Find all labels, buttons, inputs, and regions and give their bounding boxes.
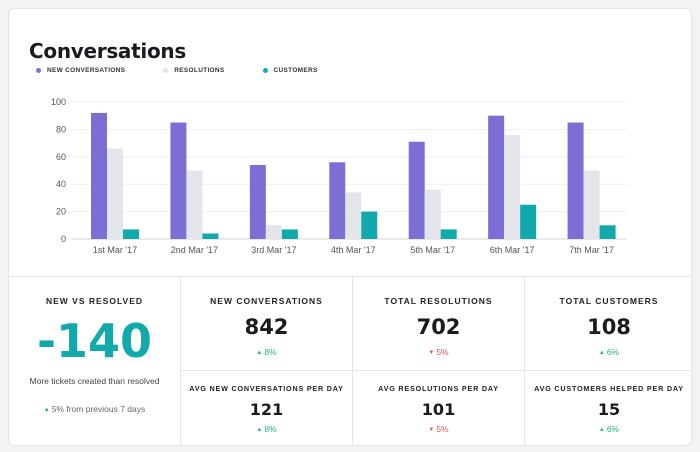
- x-tick-label: 3rd Mar '17: [251, 245, 296, 255]
- metric-value: 101: [421, 400, 456, 419]
- legend-item-customers[interactable]: CUSTOMERS: [262, 67, 318, 74]
- bar-customers[interactable]: [520, 204, 537, 239]
- x-tick-label: 5th Mar '17: [410, 245, 455, 255]
- metric-value: 702: [416, 315, 461, 339]
- legend-label: CUSTOMERS: [273, 67, 318, 74]
- bar-customers[interactable]: [599, 225, 616, 239]
- new-vs-resolved-title: NEW VS RESOLVED: [45, 296, 144, 306]
- metric-label: NEW CONVERSATIONS: [210, 296, 323, 306]
- y-tick-label: 40: [56, 179, 66, 189]
- metric-avg-customers-helped: AVG CUSTOMERS HELPED PER DAY 15 ▲ 6%: [525, 371, 691, 445]
- bar-resolutions[interactable]: [265, 225, 282, 239]
- bar-customers[interactable]: [123, 229, 139, 239]
- metric-change-value: 5%: [436, 347, 449, 357]
- legend-label: RESOLUTIONS: [174, 67, 225, 74]
- stats-panel: NEW VS RESOLVED -140 More tickets create…: [9, 276, 691, 445]
- bar-new-conversations[interactable]: [249, 165, 266, 239]
- conversations-bar-chart: 0 20 40 60 80 100 1st Mar '17 2nd Mar '17 3rd Ma…: [51, 97, 627, 255]
- bar-new-conversations[interactable]: [91, 112, 107, 239]
- bar-new-conversations[interactable]: [170, 122, 187, 239]
- bar-resolutions[interactable]: [424, 189, 441, 239]
- new-vs-resolved-caption: More tickets created than resolved: [29, 376, 160, 386]
- metric-label: AVG CUSTOMERS HELPED PER DAY: [534, 384, 684, 393]
- metric-change: ▲ 8%: [181, 424, 352, 434]
- bar-resolutions[interactable]: [345, 192, 362, 239]
- bar-new-conversations[interactable]: [408, 141, 425, 239]
- bar-resolutions[interactable]: [186, 170, 203, 240]
- x-tick-label: 6th Mar '17: [490, 245, 535, 255]
- arrow-down-icon: ▼: [428, 350, 435, 356]
- y-tick-label: 80: [56, 124, 66, 134]
- bar-resolutions[interactable]: [107, 148, 123, 239]
- metric-value: 15: [597, 400, 621, 419]
- metric-value: 842: [244, 315, 289, 339]
- arrow-up-icon: ▲: [598, 427, 605, 433]
- legend-swatch-new: [36, 68, 41, 73]
- trend-text: 5% from previous 7 days: [51, 404, 146, 414]
- metric-label: TOTAL RESOLUTIONS: [384, 296, 493, 306]
- y-tick-label: 0: [61, 234, 66, 244]
- arrow-up-icon: ▲: [256, 350, 263, 356]
- x-tick-label: 2nd Mar '17: [171, 245, 218, 255]
- bar-resolutions[interactable]: [583, 170, 600, 240]
- chart-legend: NEW CONVERSATIONS RESOLUTIONS CUSTOMERS: [36, 67, 356, 74]
- x-tick-label: 1st Mar '17: [93, 245, 137, 255]
- metric-total-customers: TOTAL CUSTOMERS 108 ▲ 6%: [525, 277, 691, 371]
- metric-change-value: 6%: [606, 347, 620, 357]
- bar-new-conversations[interactable]: [488, 115, 505, 239]
- bar-customers[interactable]: [440, 229, 457, 239]
- bar-customers[interactable]: [202, 233, 219, 239]
- metric-avg-new-conversations: AVG NEW CONVERSATIONS PER DAY 121 ▲ 8%: [181, 371, 353, 445]
- y-tick-label: 100: [51, 97, 66, 107]
- bar-customers[interactable]: [361, 211, 378, 239]
- bar-resolutions[interactable]: [504, 134, 521, 239]
- metric-change-value: 8%: [264, 347, 277, 357]
- legend-swatch-resolutions: [163, 68, 169, 73]
- page-title: Conversations: [29, 39, 186, 63]
- metric-new-conversations: NEW CONVERSATIONS 842 ▲ 8%: [181, 277, 353, 371]
- y-tick-label: 20: [56, 207, 66, 217]
- legend-label: NEW CONVERSATIONS: [47, 67, 126, 74]
- metric-label: TOTAL CUSTOMERS: [559, 296, 659, 306]
- arrow-down-icon: ▼: [428, 427, 435, 433]
- metric-change: ▲ 6%: [525, 424, 691, 434]
- arrow-up-icon: ▲: [598, 350, 605, 356]
- metric-change-value: 6%: [606, 424, 620, 434]
- metric-change: ▼ 5%: [353, 424, 524, 434]
- metric-value: 121: [249, 400, 284, 419]
- bar-new-conversations[interactable]: [567, 122, 584, 239]
- y-tick-label: 60: [56, 152, 66, 162]
- metric-change: ▲ 8%: [181, 347, 352, 357]
- bar-customers[interactable]: [281, 229, 298, 239]
- new-vs-resolved-panel: NEW VS RESOLVED -140 More tickets create…: [9, 277, 181, 445]
- metric-change: ▲ 6%: [525, 347, 691, 357]
- legend-item-resolutions[interactable]: RESOLUTIONS: [163, 67, 224, 74]
- metric-avg-resolutions: AVG RESOLUTIONS PER DAY 101 ▼ 5%: [353, 371, 525, 445]
- metric-label: AVG NEW CONVERSATIONS PER DAY: [189, 384, 344, 393]
- legend-swatch-customers: [262, 68, 268, 73]
- metric-total-resolutions: TOTAL RESOLUTIONS 702 ▼ 5%: [353, 277, 525, 371]
- metric-change-value: 5%: [436, 424, 449, 434]
- metric-change: ▼ 5%: [353, 347, 524, 357]
- metric-change-value: 8%: [264, 424, 277, 434]
- arrow-up-icon: ▲: [256, 427, 263, 433]
- legend-item-new[interactable]: NEW CONVERSATIONS: [36, 67, 125, 74]
- new-vs-resolved-trend: ▲ 5% from previous 7 days: [9, 404, 180, 414]
- new-vs-resolved-value: -140: [36, 314, 153, 368]
- bar-new-conversations[interactable]: [329, 162, 346, 239]
- conversations-card: Conversations NEW CONVERSATIONS RESOLUTI…: [8, 8, 692, 446]
- metric-value: 108: [587, 315, 631, 339]
- arrow-up-icon: ▲: [43, 407, 50, 413]
- metric-label: AVG RESOLUTIONS PER DAY: [378, 384, 499, 393]
- x-tick-label: 7th Mar '17: [569, 245, 614, 255]
- x-tick-label: 4th Mar '17: [331, 245, 376, 255]
